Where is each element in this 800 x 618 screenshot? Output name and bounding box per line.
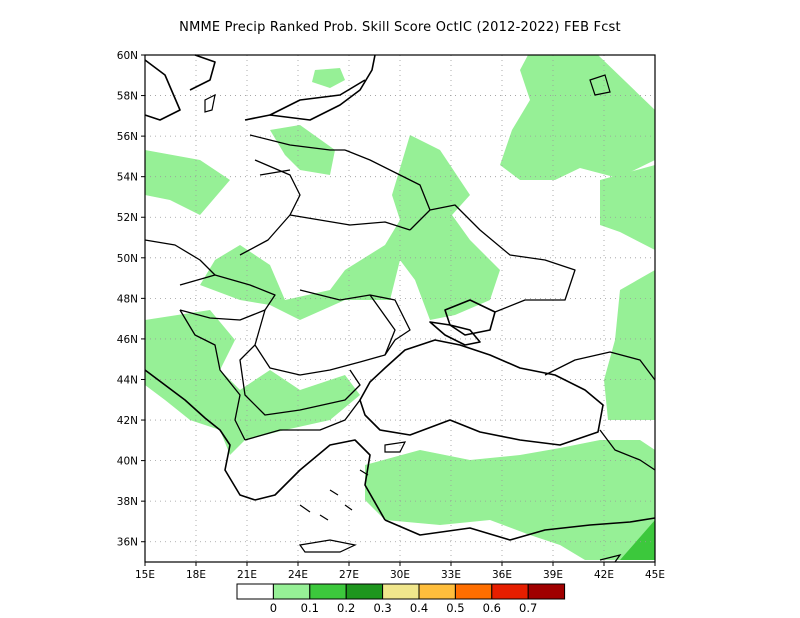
- islands-and-lakes: [204, 74, 622, 563]
- lat-tick-label: 44N: [117, 374, 138, 386]
- adriatic-coast: [144, 369, 256, 501]
- aegean-coast: [254, 439, 386, 521]
- border-hungary-slovakia: [179, 274, 276, 321]
- shade-region-far-east: [604, 270, 655, 420]
- lat-tick-label: 52N: [117, 212, 138, 224]
- lat-tick-label: 58N: [117, 91, 138, 103]
- lon-tick-label: 30E: [390, 569, 410, 581]
- colorbar-label: 0.4: [410, 601, 428, 615]
- crete-island: [298, 539, 357, 553]
- shade-region-small-north: [312, 68, 345, 88]
- border-serbia-bulgaria: [239, 344, 361, 416]
- baltic-coast: [144, 54, 376, 121]
- shade-region-northeast: [500, 55, 655, 180]
- colorbar-swatch: [527, 583, 566, 600]
- shade-region-east: [600, 165, 655, 250]
- colorbar-swatch: [345, 583, 384, 600]
- border-czech: [144, 239, 216, 276]
- border-baltics: [249, 134, 345, 176]
- lat-tick-label: 38N: [117, 496, 138, 508]
- shade-region-poland: [145, 150, 230, 215]
- gulf-of-finland: [269, 79, 366, 116]
- lon-tick-label: 39E: [543, 569, 563, 581]
- lat-tick-label: 56N: [117, 131, 138, 143]
- lon-tick-label: 27E: [339, 569, 359, 581]
- shade-region-balkans: [145, 310, 360, 455]
- longitude-labels: 15E 18E 21E 24E 27E 30E 33E 36E 39E 42E 45E: [135, 562, 665, 581]
- colorbar-label: 0.1: [301, 601, 319, 615]
- shade-region-ukraine: [200, 135, 500, 320]
- lat-tick-label: 50N: [117, 253, 138, 265]
- shade-region-belarus: [270, 125, 335, 175]
- latitude-labels: 60N 58N 56N 54N 52N 50N 48N 46N 44N 42N 40N 38N 36N: [117, 50, 145, 549]
- shade-region-turkey: [365, 440, 655, 560]
- border-turkey-east: [599, 429, 656, 471]
- turkey-south-coast: [384, 517, 656, 541]
- colorbar-swatch: [418, 583, 456, 600]
- border-belarus-russia: [344, 149, 431, 211]
- colorbar-label: 0.2: [337, 601, 355, 615]
- lon-tick-label: 21E: [237, 569, 257, 581]
- lon-tick-label: 24E: [288, 569, 308, 581]
- border-caucasus: [544, 351, 656, 381]
- border-moldova: [369, 294, 411, 356]
- lat-tick-label: 46N: [117, 334, 138, 346]
- colorbar-swatch: [382, 583, 420, 600]
- colorbar-label: 0: [270, 601, 277, 615]
- lon-tick-label: 18E: [186, 569, 206, 581]
- colorbar-label: 0.7: [519, 601, 537, 615]
- lon-tick-label: 36E: [492, 569, 512, 581]
- colorbar-swatch: [272, 583, 311, 600]
- lon-tick-label: 15E: [135, 569, 155, 581]
- colorbar-label: 0.6: [483, 601, 501, 615]
- colorbar-label: 0.3: [373, 601, 391, 615]
- lat-tick-label: 54N: [117, 172, 138, 184]
- lake-onega: [589, 74, 611, 96]
- map-title: NMME Precip Ranked Prob. Skill Score Oct…: [179, 20, 621, 35]
- border-russia-ukraine: [409, 204, 576, 313]
- lat-tick-label: 42N: [117, 415, 138, 427]
- black-sea-coast: [359, 339, 604, 446]
- lon-tick-label: 33E: [441, 569, 461, 581]
- colorbar: 0 0.1 0.2 0.3 0.4 0.5 0.6 0.7: [236, 583, 566, 615]
- gotland-island: [204, 93, 216, 113]
- skill-shading: [145, 55, 655, 560]
- lat-tick-label: 48N: [117, 293, 138, 305]
- colorbar-label: 0.5: [446, 601, 464, 615]
- graticule: [145, 55, 655, 562]
- border-balkans-west: [179, 309, 246, 441]
- border-belarus-ukraine: [289, 214, 411, 231]
- colorbar-swatch: [309, 583, 347, 600]
- border-romania: [254, 289, 396, 376]
- crimea-coast: [429, 321, 481, 346]
- lat-tick-label: 40N: [117, 456, 138, 468]
- lat-tick-label: 36N: [117, 537, 138, 549]
- lon-tick-label: 42E: [594, 569, 614, 581]
- cyprus-island: [599, 554, 622, 563]
- sea-of-marmara: [384, 441, 407, 453]
- colorbar-swatch: [491, 583, 529, 600]
- country-borders: [144, 134, 656, 471]
- coastlines: [144, 54, 656, 541]
- lat-tick-label: 60N: [117, 50, 138, 62]
- colorbar-swatch: [236, 583, 274, 600]
- border-poland-ukraine: [239, 159, 301, 256]
- shade-region-dark-southeast: [620, 520, 655, 560]
- aegean-islands: [299, 469, 369, 521]
- lon-tick-label: 45E: [645, 569, 665, 581]
- border-greece-north: [244, 399, 361, 441]
- colorbar-swatch: [454, 583, 493, 600]
